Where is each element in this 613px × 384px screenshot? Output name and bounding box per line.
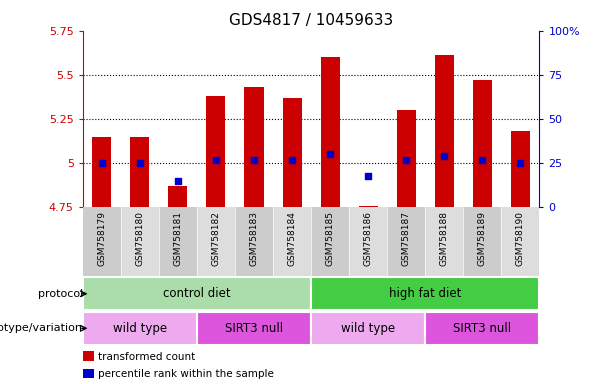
Point [364,172,373,179]
Bar [425,312,539,345]
Point [402,157,411,163]
Text: GSM758186: GSM758186 [364,211,373,266]
Bar [273,207,311,276]
Bar [83,312,197,345]
Bar [511,131,530,207]
Bar [463,207,501,276]
Text: protocol: protocol [37,289,83,299]
Point [249,157,259,163]
Bar [387,207,425,276]
Text: GSM758181: GSM758181 [173,211,183,266]
Bar [245,87,264,207]
Bar [283,98,302,207]
Text: GSM758187: GSM758187 [402,211,411,266]
Text: GSM758182: GSM758182 [211,211,221,266]
Point [97,160,107,166]
Bar [121,207,159,276]
Point [478,157,487,163]
Text: transformed count: transformed count [98,352,196,362]
Bar [207,96,226,207]
Bar [397,110,416,207]
Bar [169,186,188,207]
Bar [311,312,425,345]
Bar [349,207,387,276]
Text: SIRT3 null: SIRT3 null [453,322,511,335]
Bar [435,55,454,207]
Text: genotype/variation: genotype/variation [0,323,83,333]
Bar [197,207,235,276]
Text: GSM758189: GSM758189 [478,211,487,266]
Text: high fat diet: high fat diet [389,287,462,300]
Point [516,160,525,166]
Point [440,153,449,159]
Point [211,157,221,163]
Text: GSM758185: GSM758185 [326,211,335,266]
Title: GDS4817 / 10459633: GDS4817 / 10459633 [229,13,393,28]
Bar [83,277,311,310]
Text: GSM758180: GSM758180 [135,211,144,266]
Point [287,157,297,163]
Bar [425,207,463,276]
Text: wild type: wild type [113,322,167,335]
Text: GSM758183: GSM758183 [249,211,259,266]
Text: control diet: control diet [163,287,230,300]
Bar [159,207,197,276]
Bar [83,207,121,276]
Text: wild type: wild type [341,322,395,335]
Point [135,160,145,166]
Point [173,178,183,184]
Bar [321,57,340,207]
Text: GSM758190: GSM758190 [516,211,525,266]
Text: GSM758179: GSM758179 [97,211,106,266]
Bar [93,137,112,207]
Bar [501,207,539,276]
Bar [311,277,539,310]
Text: GSM758184: GSM758184 [287,211,297,266]
Text: SIRT3 null: SIRT3 null [225,322,283,335]
Point [326,151,335,157]
Bar [235,207,273,276]
Bar [311,207,349,276]
Text: percentile rank within the sample: percentile rank within the sample [98,369,274,379]
Bar [473,80,492,207]
Bar [131,137,150,207]
Text: GSM758188: GSM758188 [440,211,449,266]
Bar [197,312,311,345]
